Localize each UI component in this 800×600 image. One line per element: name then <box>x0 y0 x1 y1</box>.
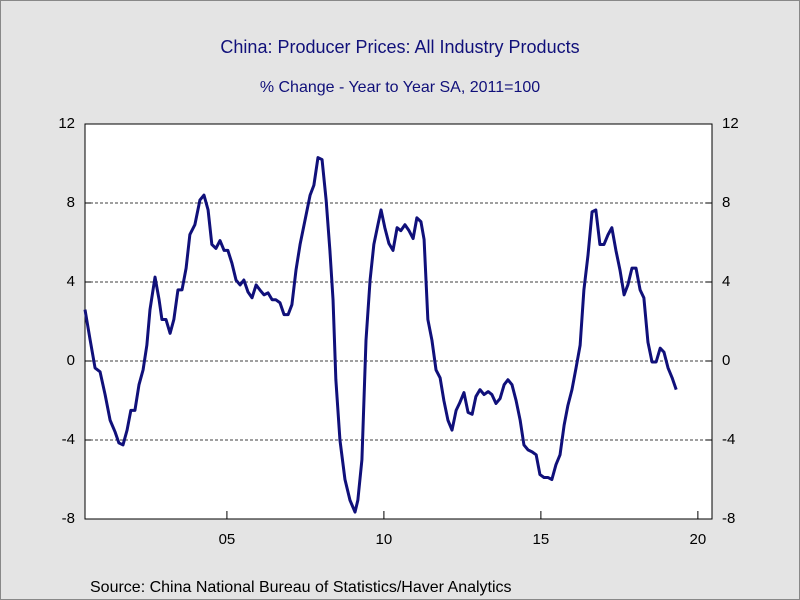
y2-tick-label: 8 <box>722 194 730 211</box>
x-tick-label: 15 <box>533 531 550 548</box>
y-tick-label: 12 <box>58 115 75 132</box>
x-tick-label: 05 <box>219 531 236 548</box>
plot-border <box>84 123 713 520</box>
y2-tick-label: 12 <box>722 115 739 132</box>
y-tick-label: 0 <box>67 352 75 369</box>
y-tick-label: -8 <box>62 510 75 527</box>
source-note: Source: China National Bureau of Statist… <box>90 579 512 596</box>
y-tick-label: 8 <box>67 194 75 211</box>
chart-subtitle: % Change - Year to Year SA, 2011=100 <box>260 79 540 96</box>
chart-title: China: Producer Prices: All Industry Pro… <box>220 37 579 57</box>
y-tick-label: -4 <box>62 431 75 448</box>
x-tick-label: 20 <box>690 531 707 548</box>
y2-tick-label: 4 <box>722 273 730 290</box>
plot-area <box>85 124 712 519</box>
y2-tick-label: -4 <box>722 431 735 448</box>
y-tick-label: 4 <box>67 273 75 290</box>
y2-tick-label: 0 <box>722 352 730 369</box>
y2-tick-label: -8 <box>722 510 735 527</box>
x-tick-label: 10 <box>376 531 393 548</box>
data-line <box>83 156 678 514</box>
